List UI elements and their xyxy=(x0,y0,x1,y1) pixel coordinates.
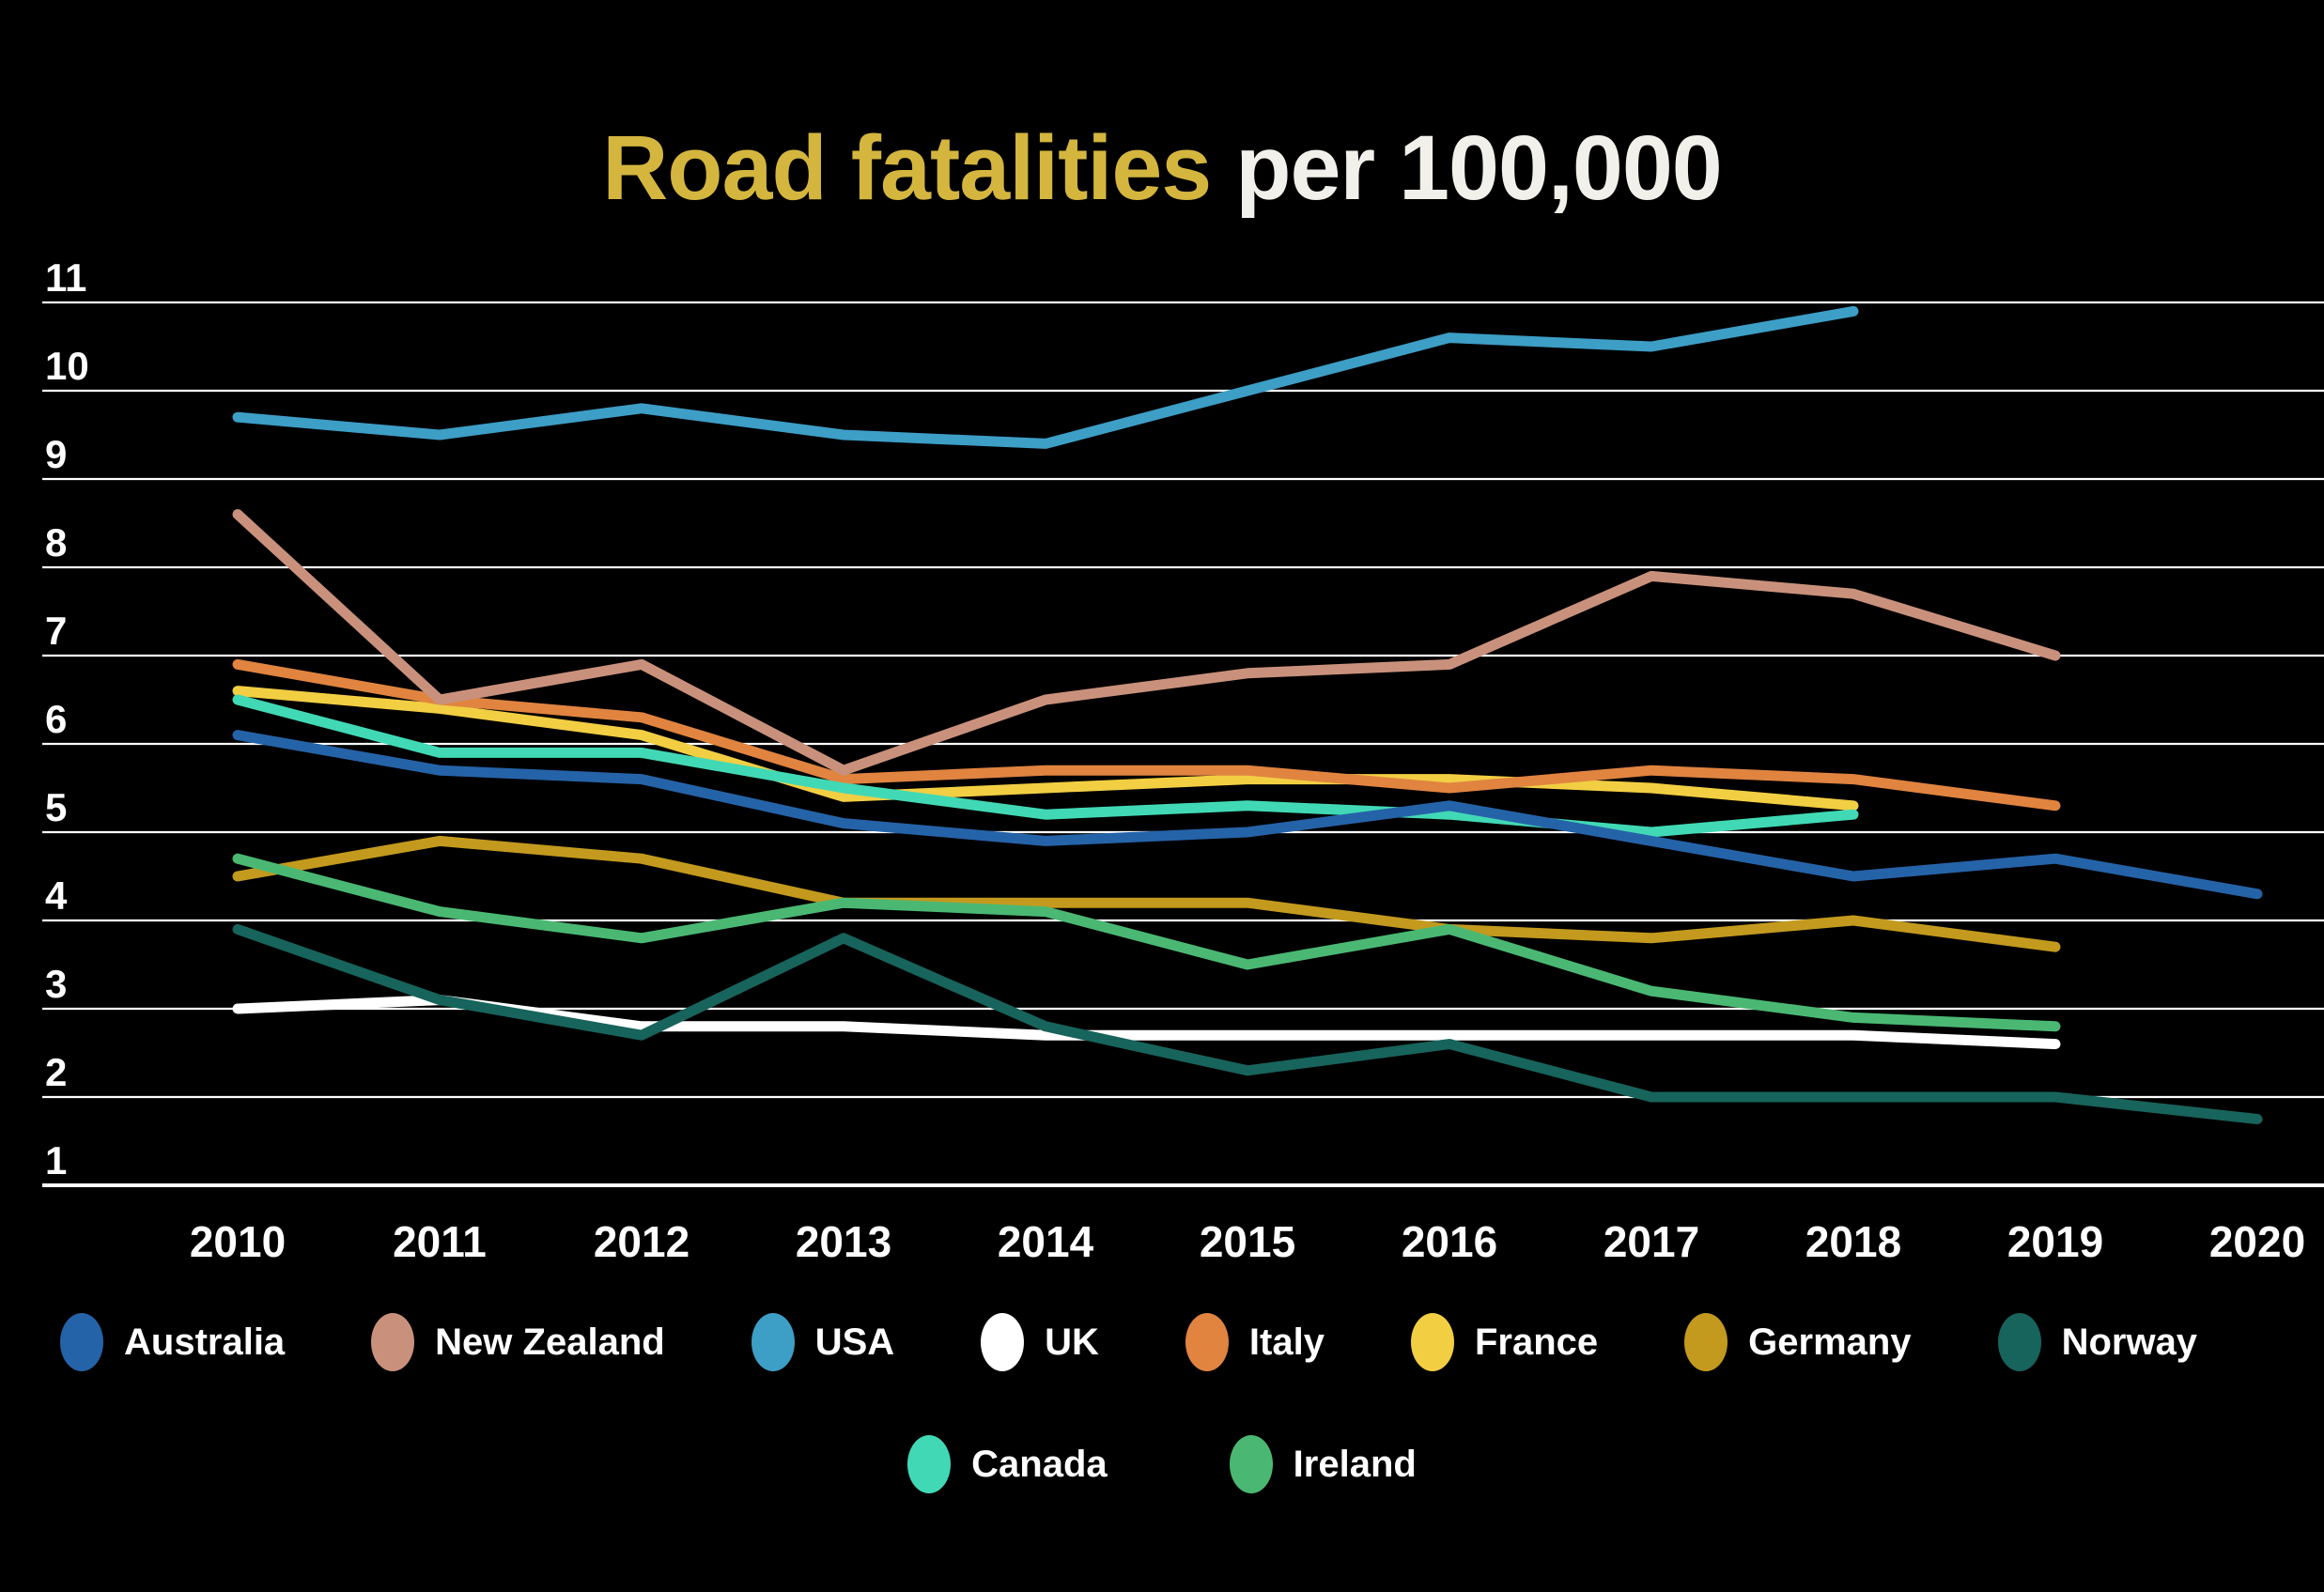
series-line-germany xyxy=(232,835,2061,952)
y-tick-label-4: 4 xyxy=(45,873,68,918)
legend-label-usa: USA xyxy=(814,1321,895,1363)
y-tick-label-8: 8 xyxy=(45,520,67,564)
x-year-label-2018: 2018 xyxy=(1805,1217,1901,1266)
legend-label-italy: Italy xyxy=(1248,1321,1325,1363)
series-line-ireland xyxy=(232,853,2061,1032)
legend-marker-usa-icon xyxy=(751,1313,795,1371)
y-tick-label-6: 6 xyxy=(45,697,67,741)
y-tick-label-1: 1 xyxy=(45,1138,67,1182)
legend-marker-norway-icon xyxy=(1997,1313,2041,1371)
x-year-label-2017: 2017 xyxy=(1604,1217,1699,1266)
legend-item-uk: UK xyxy=(981,1313,1099,1371)
series-line-france xyxy=(232,686,1859,811)
legend-label-germany: Germany xyxy=(1748,1321,1912,1363)
x-year-label-2010: 2010 xyxy=(190,1217,286,1266)
y-tick-label-3: 3 xyxy=(45,962,67,1006)
legend-marker-germany-icon xyxy=(1684,1313,1728,1371)
legend-marker-uk-icon xyxy=(981,1313,1025,1371)
page-title: Road fatalities per 100,000 xyxy=(0,116,2324,221)
legend-item-norway: Norway xyxy=(1997,1313,2198,1371)
legend-label-australia: Australia xyxy=(124,1321,286,1363)
y-tick-label-7: 7 xyxy=(45,609,67,653)
legend-item-germany: Germany xyxy=(1684,1313,1912,1371)
x-year-label-2011: 2011 xyxy=(393,1217,487,1266)
title-highlight: Road fatalities xyxy=(602,116,1212,219)
series-line-australia xyxy=(232,730,2263,900)
legend-item-canada: Canada xyxy=(907,1435,1108,1493)
x-year-label-2015: 2015 xyxy=(1200,1217,1295,1266)
series-line-italy xyxy=(232,658,2061,811)
title-rest: per 100,000 xyxy=(1211,116,1723,219)
legend-item-italy: Italy xyxy=(1185,1313,1325,1371)
legend-marker-australia-icon xyxy=(60,1313,103,1371)
series-line-usa xyxy=(232,305,1859,449)
series-line-new-zealand xyxy=(232,509,2061,776)
legend-marker-canada-icon xyxy=(907,1435,952,1493)
legend-marker-italy-icon xyxy=(1185,1313,1229,1371)
legend-label-canada: Canada xyxy=(971,1443,1108,1485)
legend-marker-new-zealand-icon xyxy=(371,1313,415,1371)
y-tick-label-9: 9 xyxy=(45,432,67,476)
legend-label-norway: Norway xyxy=(2061,1321,2198,1363)
x-year-label-2020: 2020 xyxy=(2209,1217,2305,1266)
x-year-label-2013: 2013 xyxy=(796,1217,891,1266)
legend-item-new-zealand: New Zealand xyxy=(371,1313,665,1371)
y-tick-label-2: 2 xyxy=(45,1050,67,1094)
legend-row-1: Australia New Zealand USA UK Italy France Germ… xyxy=(0,1313,2324,1371)
legend-item-usa: USA xyxy=(751,1313,894,1371)
x-year-label-2014: 2014 xyxy=(998,1217,1094,1266)
legend-item-australia: Australia xyxy=(60,1313,285,1371)
y-tick-label-5: 5 xyxy=(45,785,67,829)
legend-label-ireland: Ireland xyxy=(1293,1443,1417,1485)
legend-label-new-zealand: New Zealand xyxy=(435,1321,665,1363)
legend-marker-france-icon xyxy=(1410,1313,1454,1371)
y-tick-label-11: 11 xyxy=(45,255,86,300)
legend-label-uk: UK xyxy=(1045,1321,1099,1363)
x-year-label-2019: 2019 xyxy=(2007,1217,2103,1266)
series-line-norway xyxy=(232,923,2263,1124)
legend-marker-ireland-icon xyxy=(1229,1435,1273,1493)
legend-item-ireland: Ireland xyxy=(1229,1435,1417,1493)
legend-label-france: France xyxy=(1474,1321,1599,1363)
legend-row-2: Canada Ireland xyxy=(0,1435,2324,1493)
legend-item-france: France xyxy=(1410,1313,1599,1371)
x-year-label-2012: 2012 xyxy=(594,1217,689,1266)
y-tick-label-10: 10 xyxy=(45,344,89,388)
x-year-label-2016: 2016 xyxy=(1402,1217,1497,1266)
